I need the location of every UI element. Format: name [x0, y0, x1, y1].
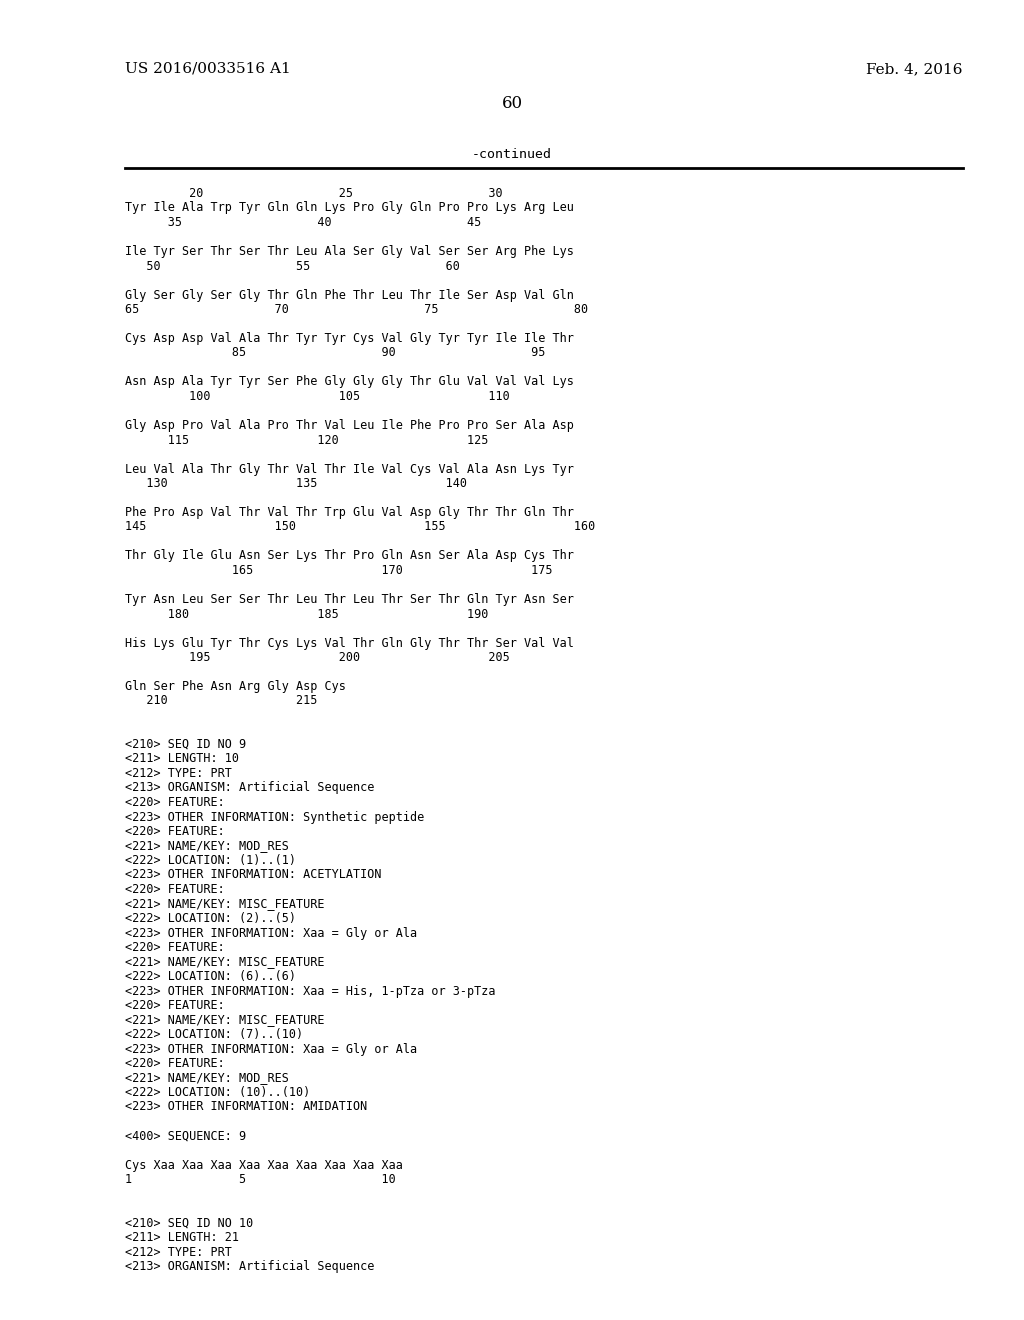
Text: Cys Asp Asp Val Ala Thr Tyr Tyr Cys Val Gly Tyr Tyr Ile Ile Thr: Cys Asp Asp Val Ala Thr Tyr Tyr Cys Val … [125, 333, 573, 345]
Text: 145                  150                  155                  160: 145 150 155 160 [125, 520, 595, 533]
Text: 60: 60 [502, 95, 522, 112]
Text: <221> NAME/KEY: MISC_FEATURE: <221> NAME/KEY: MISC_FEATURE [125, 898, 325, 911]
Text: Gly Asp Pro Val Ala Pro Thr Val Leu Ile Phe Pro Pro Ser Ala Asp: Gly Asp Pro Val Ala Pro Thr Val Leu Ile … [125, 418, 573, 432]
Text: <223> OTHER INFORMATION: ACETYLATION: <223> OTHER INFORMATION: ACETYLATION [125, 869, 381, 882]
Text: 195                  200                  205: 195 200 205 [125, 651, 510, 664]
Text: Gln Ser Phe Asn Arg Gly Asp Cys: Gln Ser Phe Asn Arg Gly Asp Cys [125, 680, 346, 693]
Text: Asn Asp Ala Tyr Tyr Ser Phe Gly Gly Gly Thr Glu Val Val Val Lys: Asn Asp Ala Tyr Tyr Ser Phe Gly Gly Gly … [125, 375, 573, 388]
Text: <222> LOCATION: (7)..(10): <222> LOCATION: (7)..(10) [125, 1028, 303, 1041]
Text: <221> NAME/KEY: MISC_FEATURE: <221> NAME/KEY: MISC_FEATURE [125, 956, 325, 969]
Text: 50                   55                   60: 50 55 60 [125, 260, 460, 272]
Text: Ile Tyr Ser Thr Ser Thr Leu Ala Ser Gly Val Ser Ser Arg Phe Lys: Ile Tyr Ser Thr Ser Thr Leu Ala Ser Gly … [125, 246, 573, 257]
Text: <213> ORGANISM: Artificial Sequence: <213> ORGANISM: Artificial Sequence [125, 1261, 375, 1272]
Text: 115                  120                  125: 115 120 125 [125, 433, 488, 446]
Text: 35                   40                   45: 35 40 45 [125, 216, 481, 228]
Text: <223> OTHER INFORMATION: Xaa = Gly or Ala: <223> OTHER INFORMATION: Xaa = Gly or Al… [125, 1043, 417, 1056]
Text: <211> LENGTH: 10: <211> LENGTH: 10 [125, 752, 239, 766]
Text: 65                   70                   75                   80: 65 70 75 80 [125, 304, 588, 315]
Text: Gly Ser Gly Ser Gly Thr Gln Phe Thr Leu Thr Ile Ser Asp Val Gln: Gly Ser Gly Ser Gly Thr Gln Phe Thr Leu … [125, 289, 573, 301]
Text: <220> FEATURE:: <220> FEATURE: [125, 796, 224, 809]
Text: Tyr Ile Ala Trp Tyr Gln Gln Lys Pro Gly Gln Pro Pro Lys Arg Leu: Tyr Ile Ala Trp Tyr Gln Gln Lys Pro Gly … [125, 202, 573, 214]
Text: 85                   90                   95: 85 90 95 [125, 346, 546, 359]
Text: <220> FEATURE:: <220> FEATURE: [125, 941, 224, 954]
Text: Tyr Asn Leu Ser Ser Thr Leu Thr Leu Thr Ser Thr Gln Tyr Asn Ser: Tyr Asn Leu Ser Ser Thr Leu Thr Leu Thr … [125, 593, 573, 606]
Text: -continued: -continued [472, 148, 552, 161]
Text: 165                  170                  175: 165 170 175 [125, 564, 552, 577]
Text: <221> NAME/KEY: MOD_RES: <221> NAME/KEY: MOD_RES [125, 1072, 289, 1085]
Text: Leu Val Ala Thr Gly Thr Val Thr Ile Val Cys Val Ala Asn Lys Tyr: Leu Val Ala Thr Gly Thr Val Thr Ile Val … [125, 462, 573, 475]
Text: <222> LOCATION: (10)..(10): <222> LOCATION: (10)..(10) [125, 1086, 310, 1100]
Text: 130                  135                  140: 130 135 140 [125, 477, 467, 490]
Text: Thr Gly Ile Glu Asn Ser Lys Thr Pro Gln Asn Ser Ala Asp Cys Thr: Thr Gly Ile Glu Asn Ser Lys Thr Pro Gln … [125, 549, 573, 562]
Text: <222> LOCATION: (1)..(1): <222> LOCATION: (1)..(1) [125, 854, 296, 867]
Text: 1               5                   10: 1 5 10 [125, 1173, 395, 1185]
Text: Phe Pro Asp Val Thr Val Thr Trp Glu Val Asp Gly Thr Thr Gln Thr: Phe Pro Asp Val Thr Val Thr Trp Glu Val … [125, 506, 573, 519]
Text: <222> LOCATION: (6)..(6): <222> LOCATION: (6)..(6) [125, 970, 296, 983]
Text: 180                  185                  190: 180 185 190 [125, 607, 488, 620]
Text: <220> FEATURE:: <220> FEATURE: [125, 999, 224, 1012]
Text: <221> NAME/KEY: MISC_FEATURE: <221> NAME/KEY: MISC_FEATURE [125, 1014, 325, 1027]
Text: <223> OTHER INFORMATION: Synthetic peptide: <223> OTHER INFORMATION: Synthetic pepti… [125, 810, 424, 824]
Text: His Lys Glu Tyr Thr Cys Lys Val Thr Gln Gly Thr Thr Ser Val Val: His Lys Glu Tyr Thr Cys Lys Val Thr Gln … [125, 636, 573, 649]
Text: <212> TYPE: PRT: <212> TYPE: PRT [125, 767, 231, 780]
Text: <223> OTHER INFORMATION: Xaa = His, 1-pTza or 3-pTza: <223> OTHER INFORMATION: Xaa = His, 1-pT… [125, 985, 496, 998]
Text: <400> SEQUENCE: 9: <400> SEQUENCE: 9 [125, 1130, 246, 1143]
Text: <221> NAME/KEY: MOD_RES: <221> NAME/KEY: MOD_RES [125, 840, 289, 853]
Text: <220> FEATURE:: <220> FEATURE: [125, 825, 224, 838]
Text: <223> OTHER INFORMATION: AMIDATION: <223> OTHER INFORMATION: AMIDATION [125, 1101, 368, 1114]
Text: 20                   25                   30: 20 25 30 [125, 187, 503, 201]
Text: <212> TYPE: PRT: <212> TYPE: PRT [125, 1246, 231, 1258]
Text: <211> LENGTH: 21: <211> LENGTH: 21 [125, 1232, 239, 1243]
Text: <222> LOCATION: (2)..(5): <222> LOCATION: (2)..(5) [125, 912, 296, 925]
Text: <210> SEQ ID NO 10: <210> SEQ ID NO 10 [125, 1217, 253, 1229]
Text: 100                  105                  110: 100 105 110 [125, 389, 510, 403]
Text: Cys Xaa Xaa Xaa Xaa Xaa Xaa Xaa Xaa Xaa: Cys Xaa Xaa Xaa Xaa Xaa Xaa Xaa Xaa Xaa [125, 1159, 402, 1172]
Text: <213> ORGANISM: Artificial Sequence: <213> ORGANISM: Artificial Sequence [125, 781, 375, 795]
Text: <223> OTHER INFORMATION: Xaa = Gly or Ala: <223> OTHER INFORMATION: Xaa = Gly or Al… [125, 927, 417, 940]
Text: <220> FEATURE:: <220> FEATURE: [125, 883, 224, 896]
Text: <220> FEATURE:: <220> FEATURE: [125, 1057, 224, 1071]
Text: <210> SEQ ID NO 9: <210> SEQ ID NO 9 [125, 738, 246, 751]
Text: US 2016/0033516 A1: US 2016/0033516 A1 [125, 62, 291, 77]
Text: Feb. 4, 2016: Feb. 4, 2016 [866, 62, 963, 77]
Text: 210                  215: 210 215 [125, 694, 317, 708]
